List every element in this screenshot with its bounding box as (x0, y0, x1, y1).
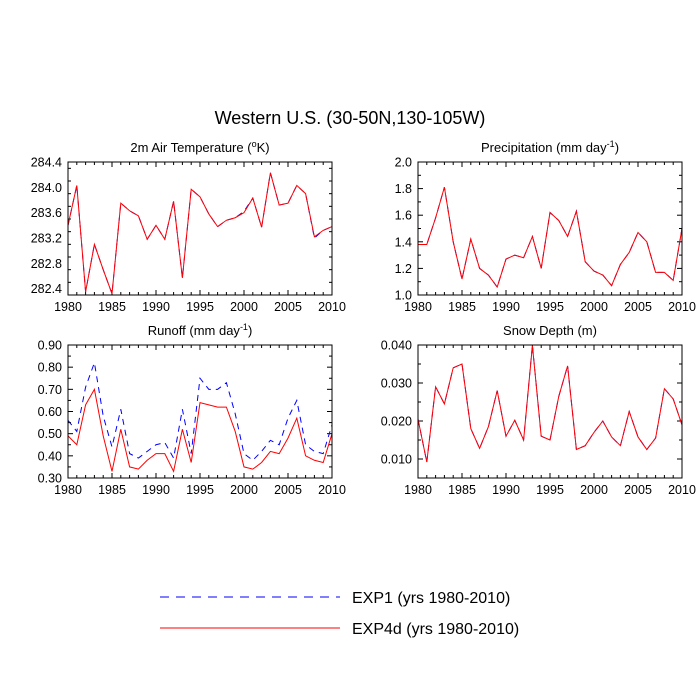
panel-title-text: 2m Air Temperature ( (130, 140, 252, 155)
x-tick-label: 1985 (448, 300, 476, 314)
plot-frame (417, 161, 683, 296)
x-tick-label: 1985 (98, 483, 126, 497)
panel-title-superscript: o (252, 139, 257, 149)
x-tick-label: 1995 (186, 483, 214, 497)
series-line-exp4d (418, 187, 683, 289)
y-tick-label: 0.70 (38, 383, 62, 397)
y-tick-label: 282.8 (31, 257, 62, 271)
y-tick-label: 1.4 (395, 235, 412, 249)
x-tick-label: 2000 (230, 483, 258, 497)
y-tick-label: 0.40 (38, 449, 62, 463)
x-tick-label: 2005 (624, 300, 652, 314)
y-tick-label: 1.0 (395, 289, 412, 303)
panel-title: Runoff (mm day-1) (148, 322, 253, 338)
y-tick-label: 284.0 (31, 181, 62, 195)
panel-title-superscript: -1 (607, 139, 615, 149)
x-tick-label: 1980 (404, 483, 432, 497)
series-line-exp1 (67, 360, 333, 461)
x-tick-label: 1990 (142, 483, 170, 497)
x-tick-label: 1995 (536, 483, 564, 497)
y-tick-label: 0.30 (38, 472, 62, 486)
legend-label-exp4d: EXP4d (yrs 1980-2010) (352, 621, 519, 638)
x-tick-label: 1990 (492, 300, 520, 314)
panel-air-temperature: 2m Air Temperature (oK) 1980 1985 1990 1995 2… (31, 139, 346, 314)
legend-label-exp1: EXP1 (yrs 1980-2010) (352, 590, 510, 607)
x-tick-label: 1990 (492, 483, 520, 497)
x-tick-label: 1985 (448, 483, 476, 497)
y-tick-label: 282.4 (31, 282, 62, 296)
plot-frame (417, 344, 683, 479)
x-tick-label: 1980 (54, 483, 82, 497)
x-tick-label: 2005 (274, 483, 302, 497)
y-tick-label: 1.8 (395, 182, 412, 196)
panel-title-suffix: K) (257, 140, 270, 155)
x-tick-label: 2010 (668, 483, 696, 497)
panel-runoff: Runoff (mm day-1) 1980 1985 1990 1995 2000 200… (38, 322, 346, 497)
x-tick-label: 1980 (404, 300, 432, 314)
series-line-exp4d (417, 345, 683, 463)
panel-title: Snow Depth (m) (503, 323, 597, 338)
panel-precipitation: Precipitation (mm day-1) 1980 1985 1990 1995… (395, 139, 696, 314)
x-tick-label: 2010 (668, 300, 696, 314)
y-tick-label: 0.030 (381, 377, 412, 391)
x-tick-label: 2000 (580, 300, 608, 314)
panel-title: 2m Air Temperature (oK) (130, 139, 269, 155)
x-tick-label: 2010 (318, 300, 346, 314)
x-tick-label: 2000 (230, 300, 258, 314)
y-tick-label: 0.80 (38, 361, 62, 375)
figure-title: Western U.S. (30-50N,130-105W) (215, 108, 486, 128)
panel-title-suffix: ) (248, 323, 252, 338)
y-tick-label: 1.2 (395, 262, 412, 276)
plot-frame (67, 161, 333, 296)
series-line-exp1 (417, 344, 683, 463)
y-tick-label: 0.020 (381, 415, 412, 429)
panel-title: Precipitation (mm day-1) (481, 139, 619, 155)
x-tick-label: 2010 (318, 483, 346, 497)
y-tick-label: 0.90 (38, 339, 62, 353)
y-tick-label: 0.50 (38, 427, 62, 441)
panel-snow-depth: Snow Depth (m) 1980 1985 1990 1995 2000 2005 20… (381, 323, 696, 497)
y-tick-label: 0.040 (381, 339, 412, 353)
legend: EXP1 (yrs 1980-2010) EXP4d (yrs 1980-201… (160, 590, 519, 638)
y-tick-label: 283.2 (31, 232, 62, 246)
series-line-exp1 (67, 172, 333, 294)
series-line-exp4d (67, 172, 333, 294)
y-tick-label: 1.6 (395, 209, 412, 223)
y-tick-label: 0.60 (38, 405, 62, 419)
x-tick-label: 1985 (98, 300, 126, 314)
series-line-exp4d (67, 387, 333, 473)
y-tick-label: 0.010 (381, 453, 412, 467)
panel-title-text: Runoff (mm day (148, 323, 241, 338)
panel-title-superscript: -1 (240, 322, 248, 332)
x-tick-label: 1995 (536, 300, 564, 314)
x-tick-label: 1980 (54, 300, 82, 314)
panel-title-suffix: ) (615, 140, 619, 155)
x-tick-label: 2000 (580, 483, 608, 497)
x-tick-label: 1995 (186, 300, 214, 314)
x-tick-label: 2005 (624, 483, 652, 497)
plot-frame (67, 344, 333, 479)
panel-title-text: Snow Depth (m) (503, 323, 597, 338)
x-tick-label: 1990 (142, 300, 170, 314)
x-tick-label: 2005 (274, 300, 302, 314)
y-tick-label: 283.6 (31, 206, 62, 220)
y-tick-label: 2.0 (395, 156, 412, 170)
y-tick-label: 284.4 (31, 156, 62, 170)
panel-title-text: Precipitation (mm day (481, 140, 607, 155)
